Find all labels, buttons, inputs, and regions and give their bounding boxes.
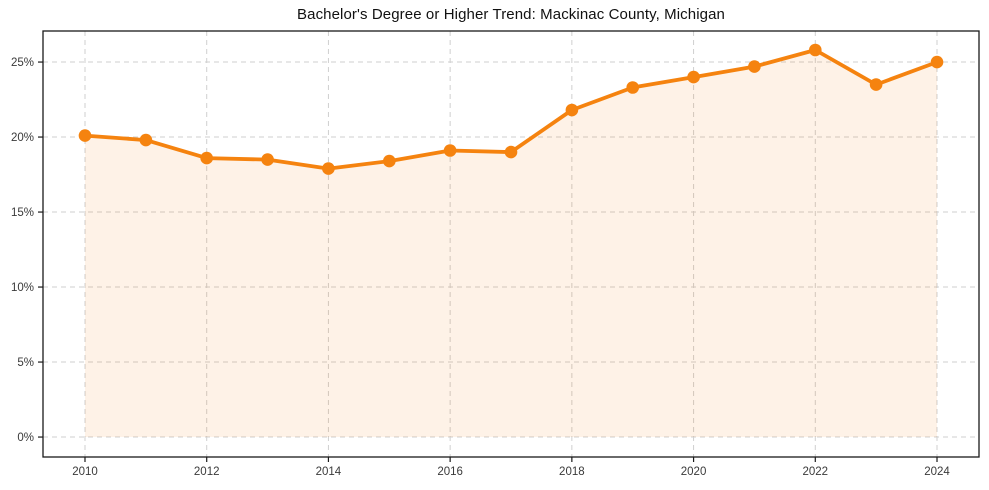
y-tick-label: 0% — [17, 432, 34, 444]
y-tick-label: 10% — [11, 282, 34, 294]
data-point — [383, 154, 396, 168]
x-tick-label: 2012 — [194, 466, 220, 478]
x-tick-label: 2016 — [437, 466, 463, 478]
data-point — [687, 70, 700, 84]
data-point — [139, 133, 153, 147]
data-point — [626, 81, 639, 94]
data-point — [443, 144, 457, 157]
x-tick-label: 2018 — [559, 466, 585, 478]
data-point — [78, 129, 92, 142]
x-tick-label: 2014 — [316, 466, 342, 478]
area-fill — [84, 50, 938, 438]
x-tick-label: 2010 — [72, 466, 98, 478]
y-tick-label: 20% — [11, 132, 34, 144]
x-tick-label: 2022 — [802, 466, 828, 478]
x-tick-label: 2024 — [924, 466, 950, 478]
chart-title: Bachelor's Degree or Higher Trend: Macki… — [297, 6, 725, 23]
x-tick-label: 2020 — [681, 466, 707, 478]
data-point — [930, 55, 944, 69]
y-tick-label: 5% — [17, 357, 34, 369]
y-tick-label: 15% — [11, 207, 34, 219]
data-point — [565, 103, 579, 117]
data-point — [322, 162, 335, 175]
data-point — [748, 60, 761, 73]
plot-frame — [42, 30, 980, 458]
data-point — [504, 145, 518, 159]
data-point — [809, 43, 822, 57]
data-point — [869, 78, 883, 91]
data-point — [200, 151, 213, 165]
y-tick-label: 25% — [11, 57, 34, 69]
plot-area — [43, 31, 979, 457]
data-point — [261, 153, 274, 166]
